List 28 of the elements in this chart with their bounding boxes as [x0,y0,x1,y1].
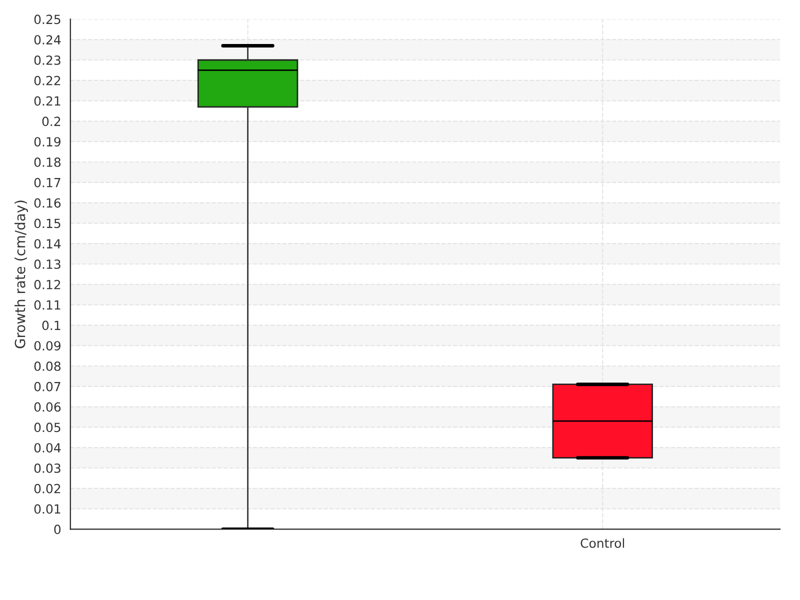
y-tick-label: 0.1 [42,320,60,330]
y-tick-label: 0.12 [34,280,60,290]
y-tick-label: 0.17 [34,178,60,188]
y-tick-label: 0.16 [34,198,61,208]
y-axis-title: Growth rate (cm/day) [14,200,28,348]
y-tick-label: 0.06 [34,402,61,412]
y-tick-label: 0.23 [34,55,60,65]
y-tick-label: 0 [54,524,61,534]
y-tick-label: 0.04 [34,443,61,453]
y-tick-label: 0.25 [34,14,60,24]
y-tick-label: 0.19 [34,137,60,147]
y-tick-label: 0.2 [42,116,60,126]
x-tick-label: Control [580,538,624,548]
y-tick-label: 0.09 [34,341,60,351]
y-tick-label: 0.08 [34,361,61,371]
y-tick-label: 0.05 [34,422,60,432]
y-tick-label: 0.21 [34,96,60,106]
y-tick-label: 0.22 [34,76,60,86]
y-tick-label: 0.18 [34,157,61,167]
y-tick-label: 0.15 [34,218,60,228]
y-tick-label: 0.02 [34,484,60,494]
y-tick-label: 0.07 [34,382,60,392]
y-tick-label: 0.11 [34,300,60,310]
y-tick-label: 0.13 [34,259,60,269]
y-tick-label: 0.01 [34,504,60,514]
y-tick-label: 0.03 [34,463,60,473]
y-tick-label: 0.24 [34,35,61,45]
y-tick-label: 0.14 [34,239,61,249]
